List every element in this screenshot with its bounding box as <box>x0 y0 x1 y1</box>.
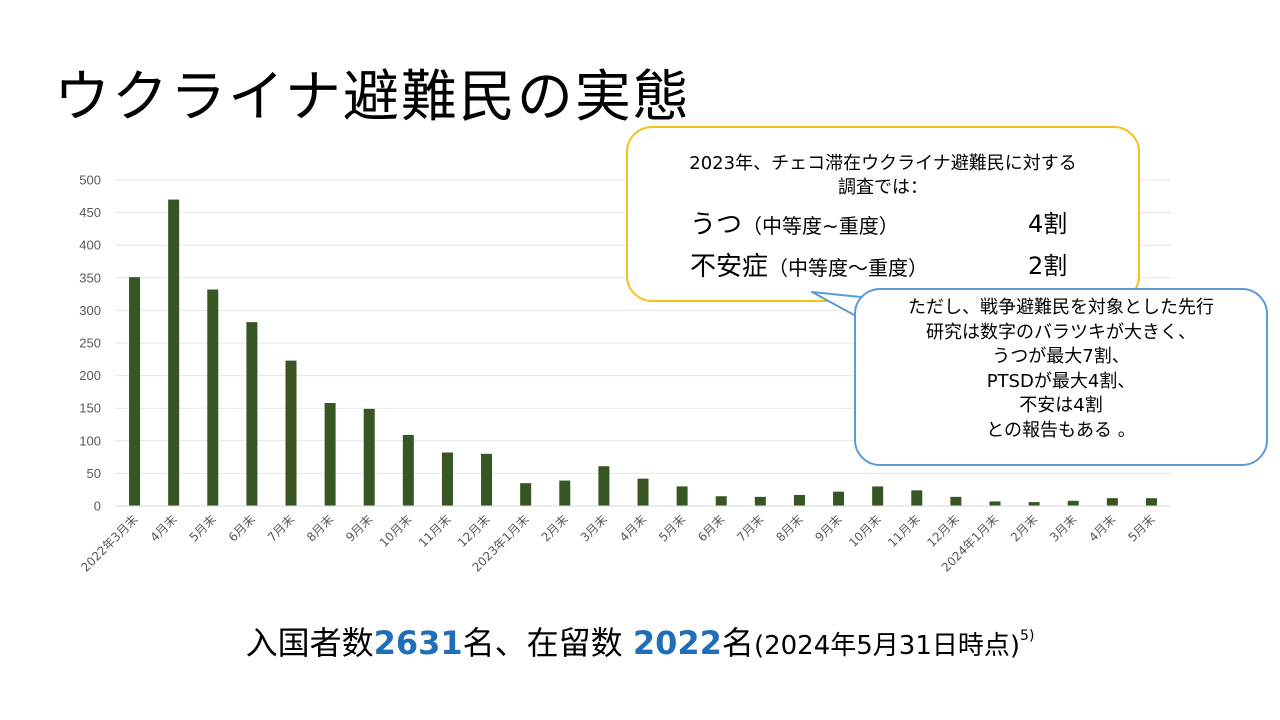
footer-reference: 5) <box>1020 628 1035 644</box>
stat-detail: （中等度～重度） <box>768 256 929 280</box>
bar <box>481 453 493 506</box>
bar <box>911 490 923 506</box>
y-tick-label: 350 <box>79 270 101 285</box>
prior-research-callout: ただし、戦争避難民を対象とした先行 研究は数字のバラツキが大きく、 うつが最大7… <box>854 288 1268 466</box>
y-tick-label: 500 <box>79 173 101 188</box>
bar <box>637 478 649 506</box>
entrants-count: 2631 <box>373 624 463 662</box>
callout-line: うつが最大7割、 <box>992 346 1130 367</box>
bar <box>1106 498 1118 506</box>
residents-count: 2022 <box>632 624 722 662</box>
bar <box>246 322 258 506</box>
footer-summary: 入国者数2631名、在留数 2022名(2024年5月31日時点)5) <box>0 618 1280 664</box>
y-tick-label: 250 <box>79 336 101 351</box>
bar <box>1067 500 1079 506</box>
y-tick-label: 0 <box>94 499 101 514</box>
callout-intro: 2023年、チェコ滞在ウクライナ避難民に対する調査では： <box>689 153 1077 198</box>
y-tick-label: 200 <box>79 368 101 383</box>
bar <box>872 486 884 506</box>
depression-survey-callout: 2023年、チェコ滞在ウクライナ避難民に対する調査では： うつ（中等度~重度） … <box>626 126 1140 302</box>
bar <box>1028 502 1040 506</box>
y-tick-label: 150 <box>79 401 101 416</box>
stat-detail: （中等度~重度） <box>742 214 899 238</box>
bar <box>598 466 610 506</box>
callout-line: との報告もある 。 <box>986 419 1136 441</box>
callout-line: PTSDが最大4割、 <box>986 370 1136 392</box>
bar <box>402 434 414 506</box>
footer-unit: 名 <box>721 624 754 662</box>
bar <box>441 452 453 506</box>
stat-value: 4割 <box>1028 210 1068 238</box>
y-tick-label: 400 <box>79 238 101 253</box>
y-tick-label: 50 <box>87 466 101 481</box>
stat-label: うつ <box>690 210 743 240</box>
footer-residents-label: 名、在留数 <box>462 624 633 662</box>
bar <box>754 496 766 506</box>
y-tick-label: 100 <box>79 433 101 448</box>
bar <box>793 494 805 506</box>
bar <box>833 491 845 506</box>
bar <box>1145 498 1157 506</box>
bar <box>989 501 1001 506</box>
bar <box>676 486 688 506</box>
stat-value: 2割 <box>1028 252 1068 280</box>
bar <box>950 496 962 506</box>
bar <box>363 408 375 506</box>
slide-title: ウクライナ避難民の実態 <box>54 65 691 130</box>
stat-label: 不安症 <box>690 252 769 282</box>
footer-entrants-label: 入国者数 <box>245 624 374 662</box>
bar <box>129 277 141 506</box>
bar <box>168 199 180 506</box>
bar <box>207 289 219 506</box>
stat-row-depression: うつ（中等度~重度） 4割 <box>628 200 1138 242</box>
callout-line: ただし、戦争避難民を対象とした先行 <box>908 297 1214 318</box>
bars <box>129 199 1157 506</box>
callout-line: 研究は数字のバラツキが大きく、 <box>926 321 1196 343</box>
bar <box>715 496 727 506</box>
y-tick-label: 300 <box>79 303 101 318</box>
callout-line: 不安は4割 <box>1019 395 1103 416</box>
y-axis-ticks: 0 50 100 150 200 250 300 350 400 450 500 <box>79 173 101 514</box>
bar <box>520 483 532 506</box>
bar <box>324 402 336 506</box>
y-tick-label: 450 <box>79 205 101 220</box>
bar <box>559 480 571 506</box>
bar <box>285 360 297 506</box>
footer-date-note: (2024年5月31日時点) <box>753 631 1021 661</box>
stat-row-anxiety: 不安症（中等度～重度） 2割 <box>628 242 1138 284</box>
